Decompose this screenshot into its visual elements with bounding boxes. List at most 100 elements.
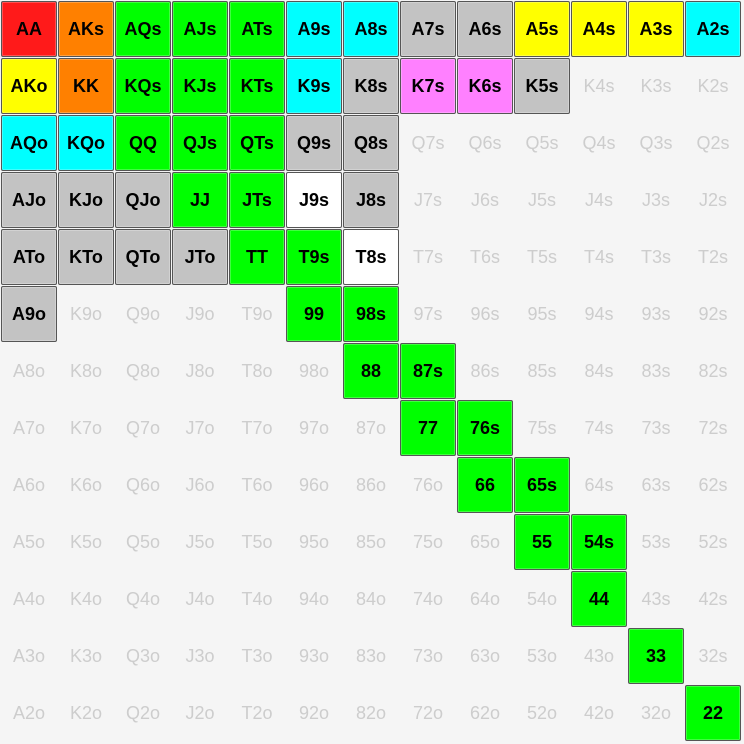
hand-cell-q5s[interactable]: Q5s [525,132,559,153]
hand-cell-72s[interactable]: 72s [698,417,728,438]
hand-cell-a8s[interactable]: A8s [343,1,399,57]
hand-cell-q9o[interactable]: Q9o [125,303,161,324]
hand-cell-q8s[interactable]: Q8s [343,115,399,171]
hand-cell-k8s[interactable]: K8s [343,58,399,114]
hand-cell-j4o[interactable]: J4o [185,588,215,609]
hand-cell-73o[interactable]: 73o [412,645,444,666]
hand-cell-t4s[interactable]: T4s [583,246,614,267]
hand-cell-33[interactable]: 33 [628,628,684,684]
hand-cell-88[interactable]: 88 [343,343,399,399]
hand-cell-j3s[interactable]: J3s [641,189,670,210]
hand-cell-q2o[interactable]: Q2o [125,702,161,723]
hand-cell-j6s[interactable]: J6s [470,189,499,210]
hand-cell-a6s[interactable]: A6s [457,1,513,57]
hand-cell-a2s[interactable]: A2s [685,1,741,57]
hand-cell-j5o[interactable]: J5o [185,531,215,552]
hand-cell-j2o[interactable]: J2o [185,702,215,723]
hand-cell-a3s[interactable]: A3s [628,1,684,57]
hand-cell-t8s[interactable]: T8s [343,229,399,285]
hand-cell-a2o[interactable]: A2o [12,702,46,723]
hand-cell-87s[interactable]: 87s [400,343,456,399]
hand-cell-kto[interactable]: KTo [58,229,114,285]
hand-cell-q2s[interactable]: Q2s [696,132,730,153]
hand-cell-a6o[interactable]: A6o [12,474,46,495]
hand-cell-j7s[interactable]: J7s [413,189,442,210]
hand-cell-kts[interactable]: KTs [229,58,285,114]
hand-cell-j5s[interactable]: J5s [527,189,556,210]
hand-cell-53o[interactable]: 53o [526,645,558,666]
hand-cell-87o[interactable]: 87o [355,417,387,438]
hand-cell-62o[interactable]: 62o [469,702,501,723]
hand-cell-44[interactable]: 44 [571,571,627,627]
hand-cell-a7s[interactable]: A7s [400,1,456,57]
hand-cell-54o[interactable]: 54o [526,588,558,609]
hand-cell-t6s[interactable]: T6s [469,246,500,267]
hand-cell-85o[interactable]: 85o [355,531,387,552]
hand-cell-aks[interactable]: AKs [58,1,114,57]
hand-cell-a7o[interactable]: A7o [12,417,46,438]
hand-cell-kqs[interactable]: KQs [115,58,171,114]
hand-cell-84o[interactable]: 84o [355,588,387,609]
hand-cell-qq[interactable]: QQ [115,115,171,171]
hand-cell-64s[interactable]: 64s [584,474,614,495]
hand-cell-76s[interactable]: 76s [457,400,513,456]
hand-cell-kk[interactable]: KK [58,58,114,114]
hand-cell-q6s[interactable]: Q6s [468,132,502,153]
hand-cell-55[interactable]: 55 [514,514,570,570]
hand-cell-j6o[interactable]: J6o [185,474,215,495]
hand-cell-q6o[interactable]: Q6o [125,474,161,495]
hand-cell-k5o[interactable]: K5o [69,531,103,552]
hand-cell-54s[interactable]: 54s [571,514,627,570]
hand-cell-a8o[interactable]: A8o [12,360,46,381]
hand-cell-93o[interactable]: 93o [298,645,330,666]
hand-cell-k9s[interactable]: K9s [286,58,342,114]
hand-cell-66[interactable]: 66 [457,457,513,513]
hand-cell-82s[interactable]: 82s [698,360,728,381]
hand-cell-ajo[interactable]: AJo [1,172,57,228]
hand-cell-tt[interactable]: TT [229,229,285,285]
hand-cell-63o[interactable]: 63o [469,645,501,666]
hand-cell-k7o[interactable]: K7o [69,417,103,438]
hand-cell-k9o[interactable]: K9o [69,303,103,324]
hand-cell-q7s[interactable]: Q7s [411,132,445,153]
hand-cell-42o[interactable]: 42o [583,702,615,723]
hand-cell-86o[interactable]: 86o [355,474,387,495]
hand-cell-22[interactable]: 22 [685,685,741,741]
hand-cell-97o[interactable]: 97o [298,417,330,438]
hand-cell-52o[interactable]: 52o [526,702,558,723]
hand-cell-a5s[interactable]: A5s [514,1,570,57]
hand-cell-t7s[interactable]: T7s [412,246,443,267]
hand-cell-96s[interactable]: 96s [470,303,500,324]
hand-cell-72o[interactable]: 72o [412,702,444,723]
hand-cell-t9o[interactable]: T9o [241,303,273,324]
hand-cell-jts[interactable]: JTs [229,172,285,228]
hand-cell-jj[interactable]: JJ [172,172,228,228]
hand-cell-k6s[interactable]: K6s [457,58,513,114]
hand-cell-q3s[interactable]: Q3s [639,132,673,153]
hand-cell-ato[interactable]: ATo [1,229,57,285]
hand-cell-a4o[interactable]: A4o [12,588,46,609]
hand-cell-t5o[interactable]: T5o [241,531,273,552]
hand-cell-t2s[interactable]: T2s [697,246,728,267]
hand-cell-96o[interactable]: 96o [298,474,330,495]
hand-cell-a4s[interactable]: A4s [571,1,627,57]
hand-cell-t7o[interactable]: T7o [241,417,273,438]
hand-cell-j3o[interactable]: J3o [185,645,215,666]
hand-cell-j4s[interactable]: J4s [584,189,613,210]
hand-cell-65o[interactable]: 65o [469,531,501,552]
hand-cell-a9s[interactable]: A9s [286,1,342,57]
hand-cell-q4s[interactable]: Q4s [582,132,616,153]
hand-cell-kjo[interactable]: KJo [58,172,114,228]
hand-cell-aqo[interactable]: AQo [1,115,57,171]
hand-cell-q7o[interactable]: Q7o [125,417,161,438]
hand-cell-aa[interactable]: AA [1,1,57,57]
hand-cell-k3o[interactable]: K3o [69,645,103,666]
hand-cell-k4s[interactable]: K4s [583,75,615,96]
hand-cell-qts[interactable]: QTs [229,115,285,171]
hand-cell-83s[interactable]: 83s [641,360,671,381]
hand-cell-74s[interactable]: 74s [584,417,614,438]
hand-cell-a5o[interactable]: A5o [12,531,46,552]
hand-cell-43o[interactable]: 43o [583,645,615,666]
hand-cell-99[interactable]: 99 [286,286,342,342]
hand-cell-74o[interactable]: 74o [412,588,444,609]
